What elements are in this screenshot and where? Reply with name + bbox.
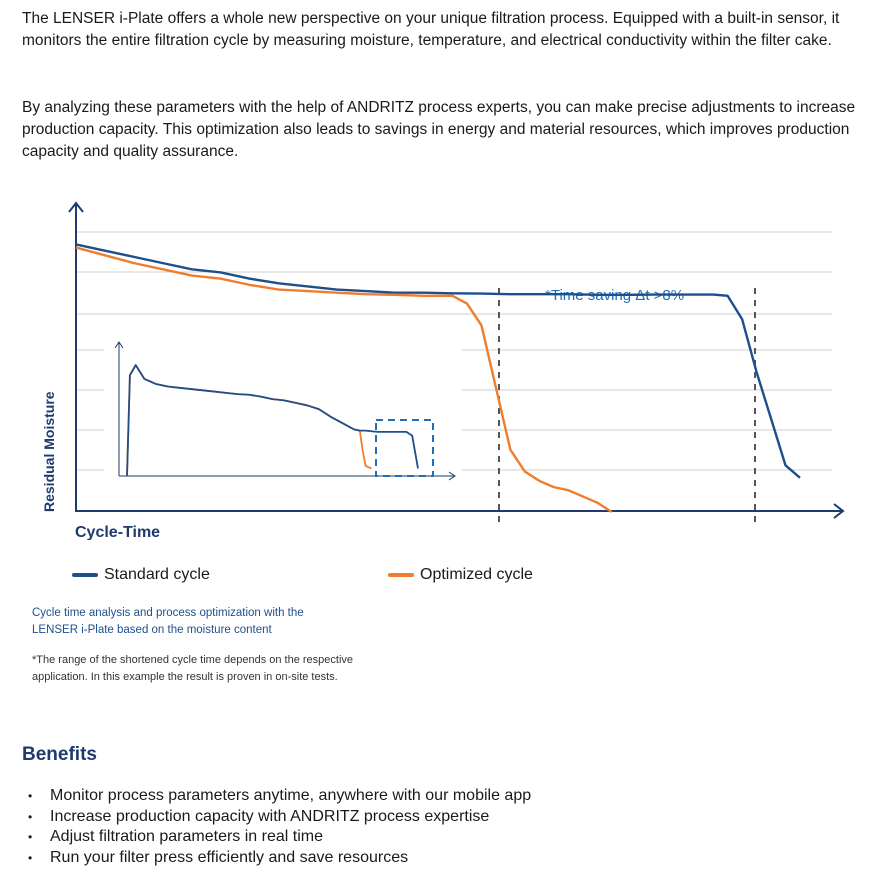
intro-paragraph-2: By analyzing these parameters with the h…	[22, 99, 856, 160]
inset-optimized-line	[126, 364, 372, 477]
x-axis-label: Cycle-Time	[75, 524, 160, 540]
footnote-line-2: application. In this example the result …	[32, 671, 338, 683]
benefits-list: Monitor process parameters anytime, anyw…	[22, 786, 531, 869]
benefit-item: Monitor process parameters anytime, anyw…	[22, 786, 531, 807]
optimized-swatch	[388, 573, 414, 577]
inset-standard-line	[126, 364, 419, 477]
optimized-cycle-line	[75, 246, 613, 514]
inset-y-axis-arrow	[114, 341, 124, 349]
benefit-item: Run your filter press efficiently and sa…	[22, 848, 531, 869]
benefit-item: Adjust filtration parameters in real tim…	[22, 827, 531, 848]
x-axis-arrow	[833, 503, 845, 519]
standard-cycle-line	[75, 243, 801, 479]
benefits-title: Benefits	[22, 744, 97, 765]
intro-paragraph-1: The LENSER i-Plate offers a whole new pe…	[22, 10, 840, 49]
chart-footnote: *The range of the shortened cycle time d…	[32, 652, 452, 686]
benefit-item: Increase production capacity with ANDRIT…	[22, 807, 531, 828]
inset-zoom-box	[375, 419, 434, 477]
legend-standard: Standard cycle	[72, 566, 210, 584]
caption-line-1: Cycle time analysis and process optimiza…	[32, 607, 304, 619]
moisture-chart: Residual Moisture Cycle-Time *Time savin…	[41, 201, 845, 540]
standard-swatch	[72, 573, 98, 577]
caption-line-2: LENSER i-Plate based on the moisture con…	[32, 624, 272, 636]
legend-standard-label: Standard cycle	[104, 566, 210, 583]
chart-caption: Cycle time analysis and process optimiza…	[32, 605, 392, 639]
y-axis-label: Residual Moisture	[41, 391, 57, 512]
legend-optimized: Optimized cycle	[388, 566, 533, 584]
y-axis-arrow	[68, 201, 84, 213]
footnote-line-1: *The range of the shortened cycle time d…	[32, 654, 354, 666]
inset-x-axis-arrow	[448, 471, 456, 481]
series-layer	[75, 243, 801, 514]
legend-optimized-label: Optimized cycle	[420, 566, 533, 583]
